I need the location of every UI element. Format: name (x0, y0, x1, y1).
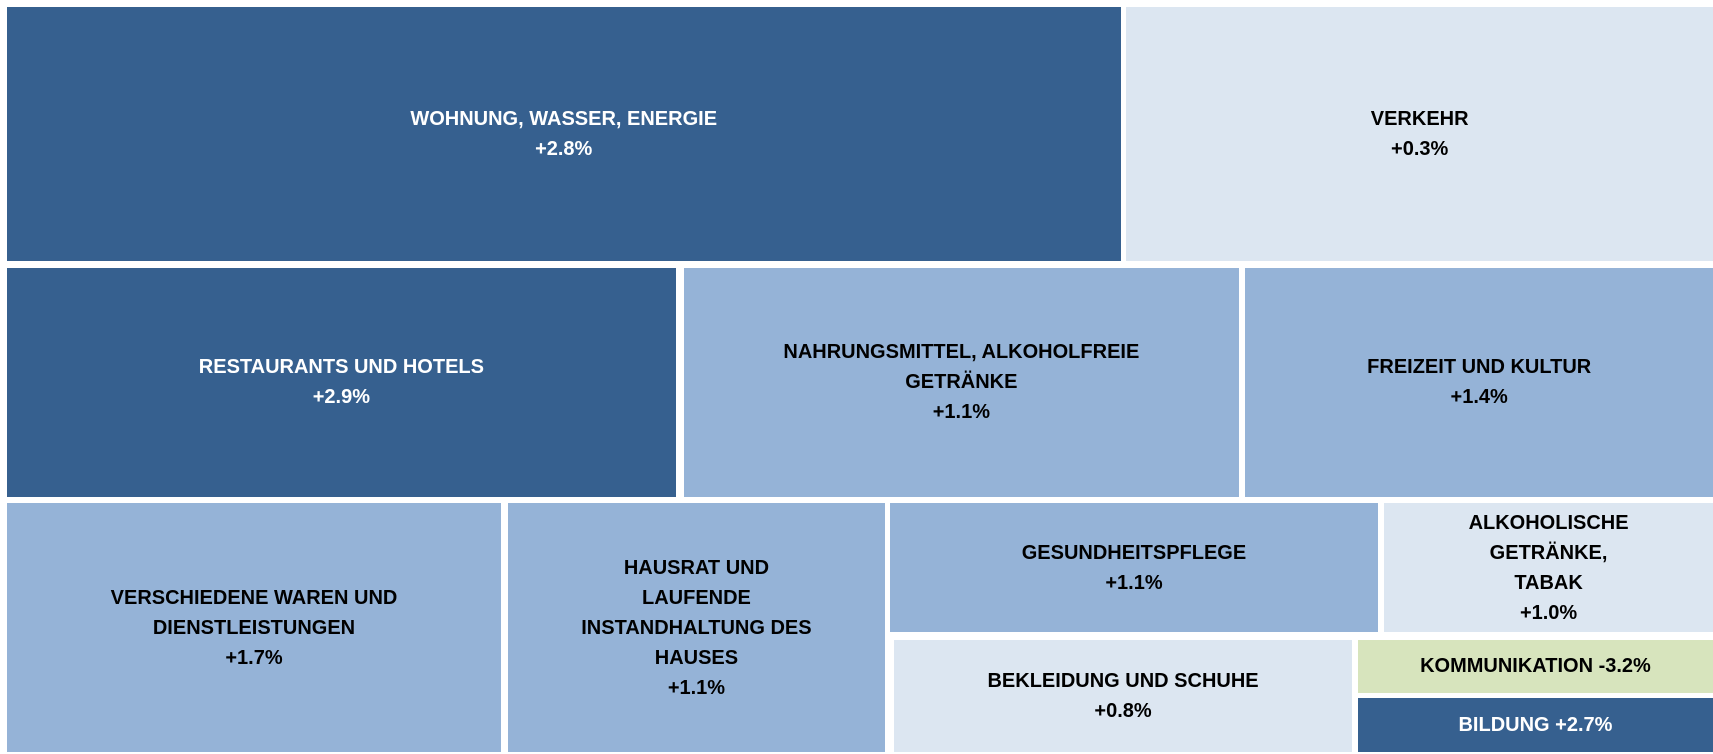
value-label: +0.3% (1391, 138, 1449, 160)
value-label: +2.9% (312, 386, 370, 409)
tile: HAUSRAT UND LAUFENDE INSTANDHALTUNG DES … (508, 503, 885, 752)
value-label: +0.8% (1094, 699, 1152, 722)
tile-label: GESUNDHEITSPFLEGE (1021, 541, 1247, 564)
tile: KOMMUNIKATION -3.2% (1357, 639, 1713, 693)
tile: VERKEHR +0.3% (1126, 6, 1713, 262)
value-label: +1.4% (1450, 386, 1508, 409)
tile: ALKOHOLISCHE GETRÄNKE, TABAK +1.0% (1384, 503, 1713, 632)
tile-label: FREIZEIT UND KULTUR (1367, 356, 1592, 379)
tile: RESTAURANTS UND HOTELS +2.9% (6, 268, 677, 497)
tile: GESUNDHEITSPFLEGE +1.1% (890, 503, 1378, 632)
value-label: +2.8% (535, 138, 593, 160)
tile-label: HAUSRAT UND LAUFENDE INSTANDHALTUNG DES … (581, 556, 812, 669)
value-label: -3.2% (1598, 655, 1651, 678)
tile: NAHRUNGSMITTEL, ALKOHOLFREIE GETRÄNKE +1.… (683, 268, 1239, 497)
tile: FREIZEIT UND KULTUR +1.4% (1245, 268, 1713, 497)
tile-label: ALKOHOLISCHE GETRÄNKE, TABAK (1468, 511, 1629, 594)
value-label: +1.1% (667, 676, 726, 699)
tile: VERSCHIEDENE WAREN UND DIENSTLEISTUNGEN +… (6, 503, 502, 752)
tile-label: KOMMUNIKATION (1420, 655, 1594, 678)
value-label: +2.7% (1555, 714, 1613, 737)
tile: BEKLEIDUNG UND SCHUHE +0.8% (893, 639, 1353, 752)
value-label: +1.7% (225, 646, 283, 669)
tile-label: VERKEHR (1370, 108, 1469, 130)
value-label: +1.1% (932, 401, 990, 424)
tile: WOHNUNG, WASSER, ENERGIE +2.8% (6, 6, 1121, 262)
tile-label: RESTAURANTS UND HOTELS (198, 356, 484, 379)
tile-label: NAHRUNGSMITTEL, ALKOHOLFREIE GETRÄNKE (783, 341, 1140, 394)
tile-label: BILDUNG (1458, 714, 1550, 737)
tile-label: VERSCHIEDENE WAREN UND DIENSTLEISTUNGEN (110, 586, 398, 639)
tile-label: BEKLEIDUNG UND SCHUHE (987, 669, 1259, 692)
tile: BILDUNG +2.7% (1357, 698, 1713, 752)
tile-label: WOHNUNG, WASSER, ENERGIE (410, 108, 718, 130)
value-label: +1.1% (1105, 571, 1163, 594)
value-label: +1.0% (1519, 601, 1578, 624)
